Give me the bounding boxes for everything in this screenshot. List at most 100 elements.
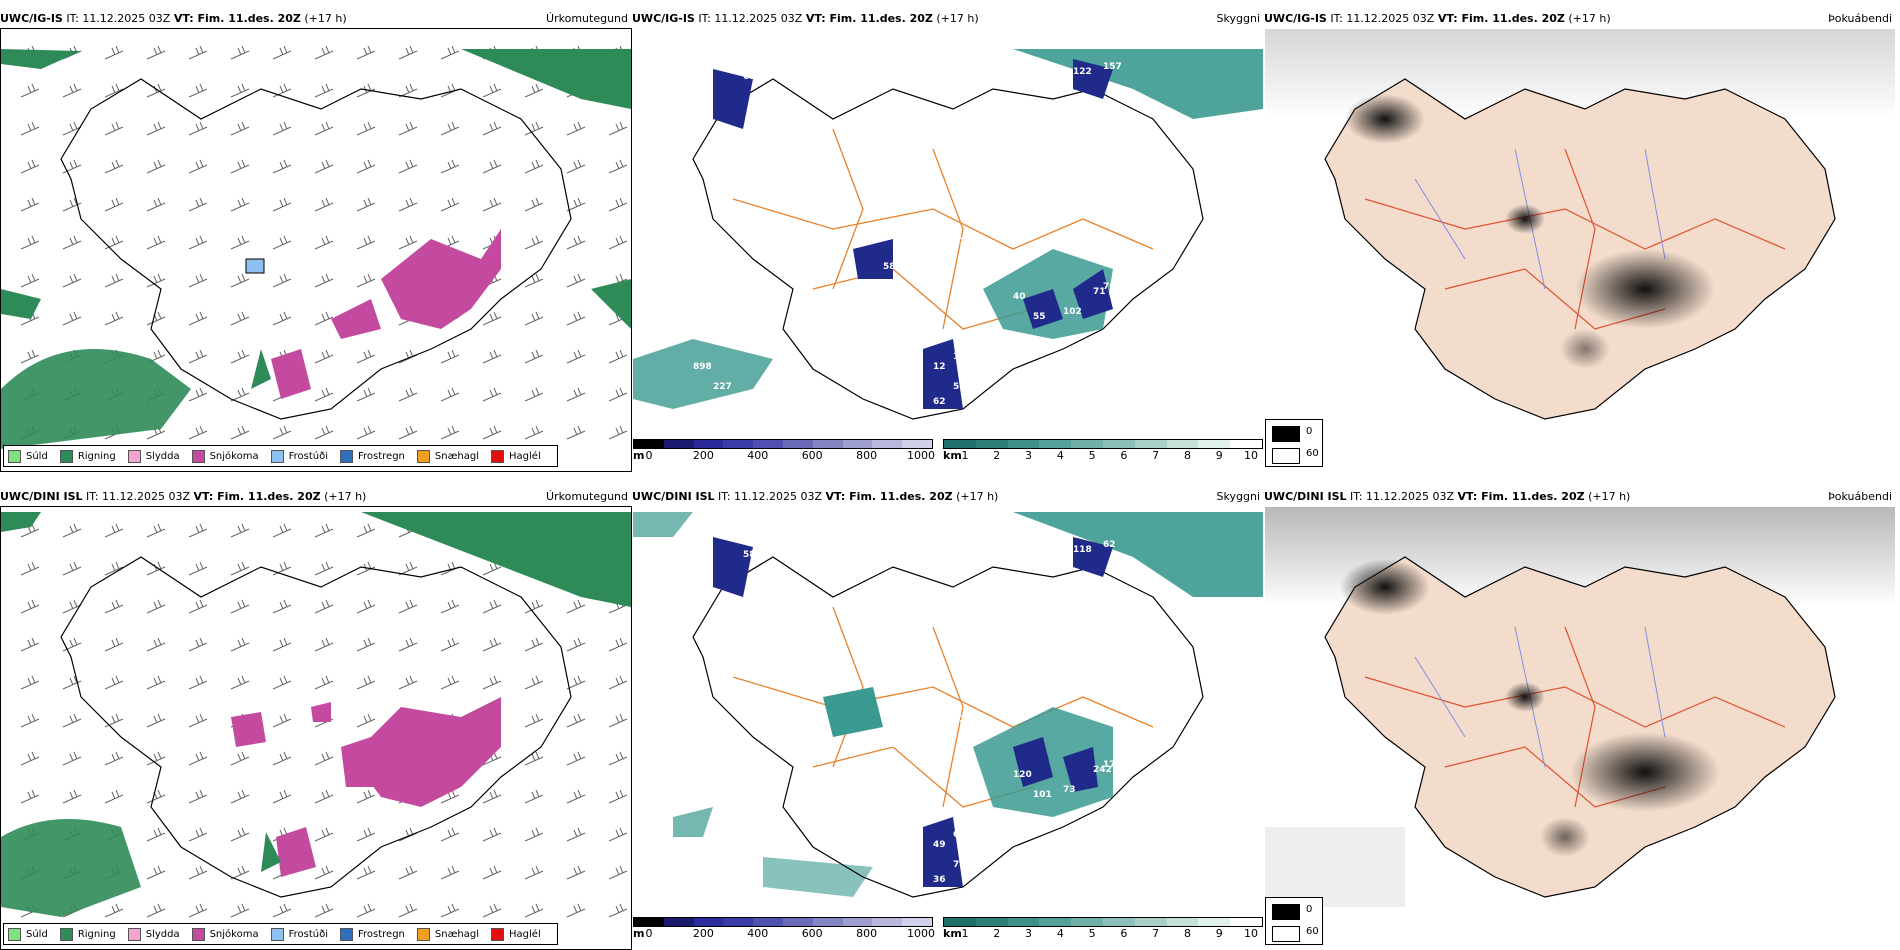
sky-value-label: 65 [953, 830, 966, 840]
lead-time: (+17 h) [324, 490, 367, 503]
sky-value-label: 175 [1103, 760, 1122, 770]
sky-value-label: 62 [933, 397, 946, 407]
legend-item: Haglél [491, 449, 541, 463]
legend-item: Rigning [59, 449, 116, 463]
valid-time: VT: Fim. 11.des. 20Z [173, 12, 301, 25]
colorbar-cell [1039, 440, 1072, 448]
legend-item: Slydda [127, 927, 180, 941]
legend-label: Súld [26, 450, 48, 462]
legend-swatch [416, 449, 430, 463]
sky-value-label: 62 [1103, 540, 1116, 550]
valid-time: VT: Fim. 11.des. 20Z [825, 490, 953, 503]
legend-item: Rigning [59, 927, 116, 941]
colorbar-cell [975, 440, 1008, 448]
colorbar-cell [693, 918, 724, 926]
legend-swatch [340, 449, 353, 463]
lead-time: (+17 h) [956, 490, 999, 503]
colorbar-cell [1166, 440, 1199, 448]
sky-value-label: 58 [883, 262, 896, 272]
colorbar-cell [723, 440, 754, 448]
sky-value-label: 118 [1073, 545, 1092, 555]
fog-map-svg [1265, 507, 1895, 907]
panel-header: UWC/IG-IS IT: 11.12.2025 03Z VT: Fim. 11… [1264, 10, 1896, 28]
colorbar-tick: 7 [1152, 927, 1160, 940]
fog-legend: 0 60 [1265, 897, 1323, 945]
colorbar-cell [1039, 918, 1072, 926]
sky-map-svg: 63 64 157 122 58 113 76 55 102 71 40 12 105 55 56 62 898… [633, 49, 1263, 420]
colorbar-unit: km [943, 927, 962, 940]
legend-item: Snjókoma [191, 927, 259, 941]
colorbar-cell [1007, 440, 1040, 448]
colorbar-cell [872, 918, 903, 926]
sky-value-label: 105 [713, 860, 732, 870]
colorbar-cell [1071, 440, 1103, 448]
precip-legend: Súld Rigning Slydda Snjókoma Frostúði Frostre… [3, 923, 558, 945]
fog-map: 0 60 [1264, 28, 1896, 472]
colorbar-tick: 3 [1025, 927, 1033, 940]
legend-label: Rigning [77, 928, 116, 940]
legend-item: Snjókoma [191, 449, 259, 463]
legend-swatch [8, 927, 21, 941]
legend-swatch [59, 927, 73, 941]
sky-value-label: 12 [933, 362, 946, 372]
sky-value-label: 157 [1103, 62, 1122, 72]
panel-header: UWC/DINI ISL IT: 11.12.2025 03Z VT: Fim.… [0, 488, 632, 506]
colorbar-tick: 400 [747, 449, 769, 462]
sky-value-label: 64 [763, 102, 776, 112]
sky-value-label: 898 [693, 362, 712, 372]
colorbar-cell [753, 440, 783, 448]
sky-value-label: 58 [743, 550, 756, 560]
fog-legend-label: 60 [1306, 448, 1319, 459]
legend-item: Frostúði [270, 449, 328, 463]
sky-value-label: 98 [693, 840, 706, 850]
legend-label: Frostregn [358, 450, 405, 462]
colorbar-tick: 10 [1244, 449, 1258, 462]
colorbar-cell [723, 918, 754, 926]
sky-value-label: 101 [1033, 790, 1052, 800]
colorbar-tick: 4 [1056, 927, 1064, 940]
fog-swatch [1272, 904, 1300, 920]
panel-title: Þokuábendi [1828, 490, 1892, 503]
legend-swatch [191, 927, 205, 941]
panel-header: UWC/DINI ISL IT: 11.12.2025 03Z VT: Fim.… [632, 488, 1264, 506]
colorbar-tick: 1000 [907, 449, 935, 462]
sky-value-label: 63 [743, 72, 756, 82]
legend-item: Súld [8, 927, 48, 941]
height-colorbar: m 0 200 400 600 800 1000 [633, 439, 935, 465]
fog-legend-label: 60 [1306, 926, 1319, 937]
colorbar-cell [842, 918, 873, 926]
legend-swatch [127, 927, 141, 941]
sky-value-label: 75 [983, 820, 996, 830]
valid-time: VT: Fim. 11.des. 20Z [1457, 490, 1585, 503]
colorbar-tick: 4 [1056, 449, 1064, 462]
precip-map: Súld Rigning Slydda Snjókoma Frostúði Frostre… [0, 506, 632, 950]
colorbar-tick: 5 [1088, 927, 1096, 940]
model-name: UWC/DINI ISL [1264, 490, 1347, 503]
sky-value-label: 72 [953, 715, 966, 725]
sky-value-label: 242 [1093, 765, 1112, 775]
colorbar-cell [1166, 918, 1199, 926]
height-colorbar: m 0 200 400 600 800 1000 [633, 917, 935, 943]
colorbar-cell [975, 918, 1008, 926]
panel-header: UWC/IG-IS IT: 11.12.2025 03Z VT: Fim. 11… [0, 10, 632, 28]
sky-value-label: 56 [983, 342, 996, 352]
fog-panel-row1: UWC/IG-IS IT: 11.12.2025 03Z VT: Fim. 11… [1264, 10, 1896, 472]
legend-label: Súld [26, 928, 48, 940]
colorbar-cell [634, 440, 664, 448]
fog-panel-row2: UWC/DINI ISL IT: 11.12.2025 03Z VT: Fim.… [1264, 488, 1896, 950]
colorbar-cell [1230, 440, 1262, 448]
visibility-colorbar: km 1 2 3 4 5 6 7 8 9 10 [943, 439, 1263, 465]
sky-value-label: 78 [953, 860, 966, 870]
colorbar-tick: 6 [1120, 449, 1128, 462]
colorbar-tick: 8 [1183, 449, 1191, 462]
colorbar-cell [753, 918, 783, 926]
colorbar-tick: 9 [1215, 449, 1223, 462]
legend-label: Snæhagl [434, 928, 480, 940]
colorbar-cell [782, 918, 813, 926]
colorbar-tick: 3 [1025, 449, 1033, 462]
legend-swatch [416, 927, 430, 941]
precip-legend: Súld Rigning Slydda Snjókoma Frostúði Frostre… [3, 445, 558, 467]
colorbar-tick: 10 [1244, 927, 1258, 940]
colorbar-cell [1007, 918, 1040, 926]
panel-title: Skyggni [1216, 12, 1260, 25]
